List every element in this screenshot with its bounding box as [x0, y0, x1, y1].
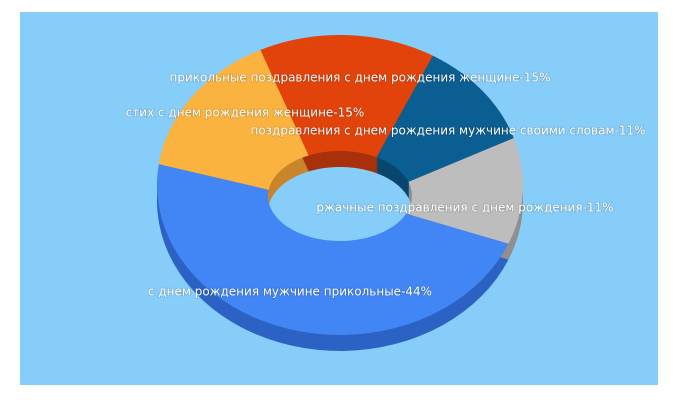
- slice: [406, 138, 523, 244]
- slice-label: поздравления с днем рождения мужчине сво…: [250, 124, 645, 138]
- slice-label: стих с днем рождения женщине-15%: [126, 106, 365, 120]
- slice: [157, 164, 509, 335]
- slice-label: прикольные поздравления с днем рождения …: [169, 71, 550, 85]
- slice-label: с днем рождения мужчине прикольные-44%: [148, 285, 432, 299]
- slice: [158, 49, 309, 190]
- labels: с днем рождения мужчине прикольные-44% ст…: [125, 70, 646, 300]
- slice-tops: [157, 35, 523, 335]
- slice: [260, 35, 433, 158]
- slice-label: ржачные поздравления с днем рождения-11%: [316, 201, 613, 215]
- slice: [376, 55, 514, 182]
